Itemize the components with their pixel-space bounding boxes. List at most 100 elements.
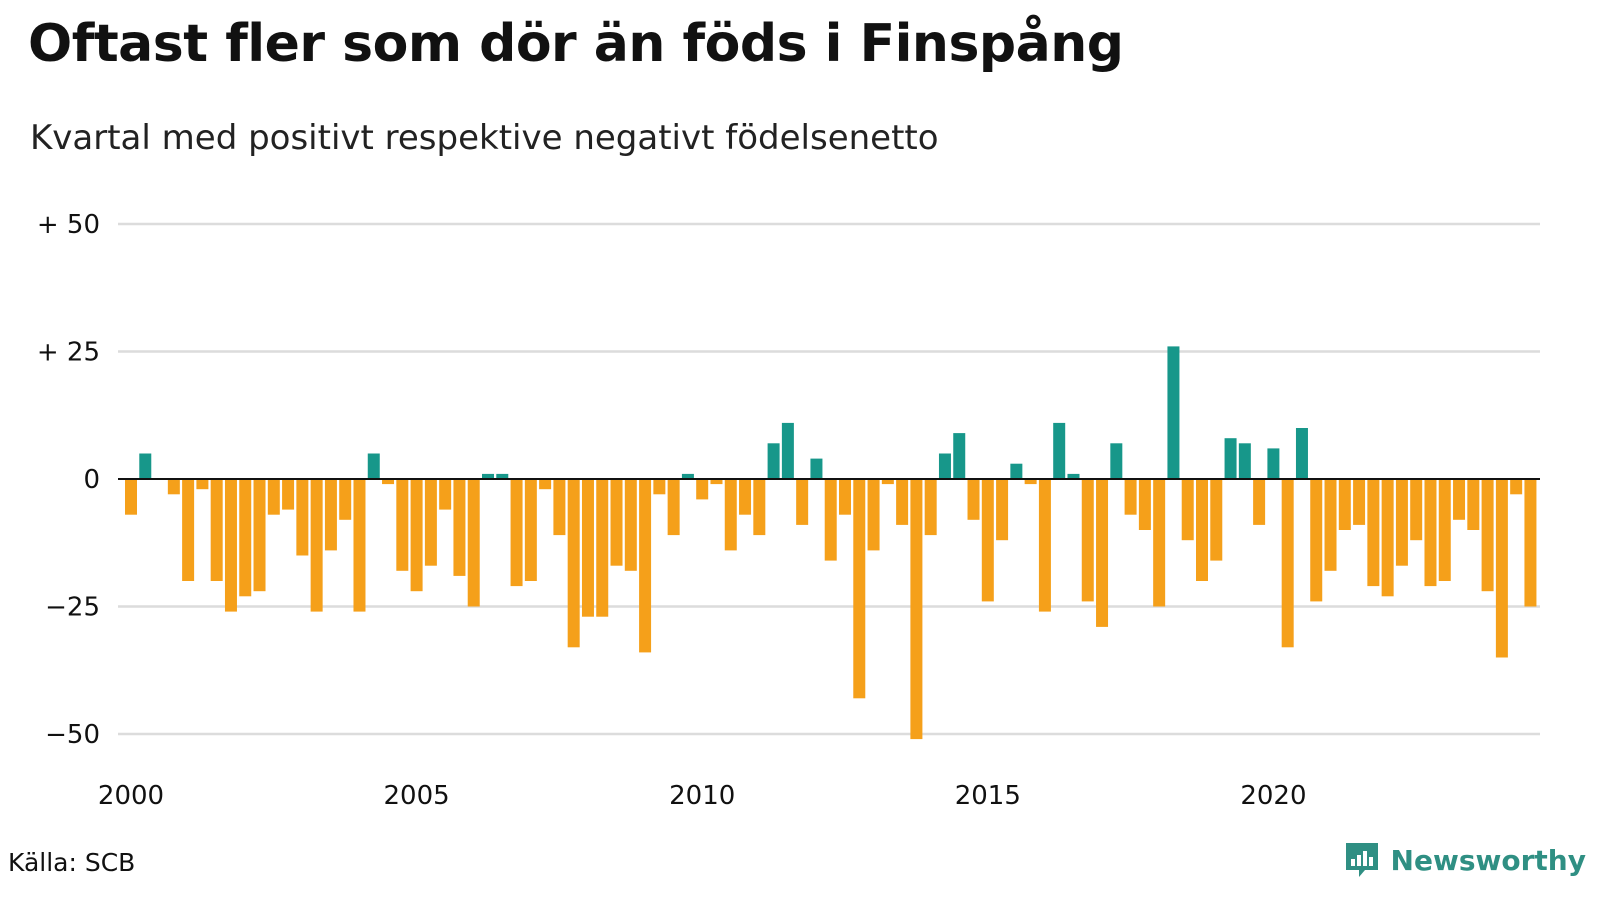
bar — [1124, 479, 1137, 515]
bar — [1410, 479, 1423, 541]
bar — [1424, 479, 1437, 587]
bar — [667, 479, 680, 536]
bar — [367, 453, 380, 479]
bar — [1267, 448, 1280, 479]
bar — [710, 479, 723, 485]
bar — [339, 479, 352, 520]
bar — [1210, 479, 1223, 561]
bar — [1367, 479, 1380, 587]
bar — [753, 479, 766, 536]
bar — [1395, 479, 1408, 566]
bar — [125, 479, 137, 515]
bar — [1467, 479, 1480, 530]
bar — [424, 479, 437, 566]
x-tick-label: 2020 — [1240, 781, 1306, 811]
bar — [510, 479, 523, 587]
bar — [210, 479, 223, 581]
bar — [396, 479, 409, 571]
bar — [610, 479, 623, 566]
bar — [196, 479, 209, 490]
bar — [853, 479, 866, 699]
chart-subtitle: Kvartal med positivt respektive negativt… — [30, 118, 939, 158]
bar — [1338, 479, 1351, 530]
bar — [553, 479, 566, 536]
y-tick-label: 0 — [83, 465, 100, 495]
bar — [267, 479, 280, 515]
bar — [1224, 438, 1237, 479]
bar — [467, 479, 480, 607]
bar — [581, 479, 594, 617]
source-note: Källa: SCB — [8, 848, 136, 877]
bar — [239, 479, 252, 597]
bar — [567, 479, 580, 648]
bar — [981, 479, 994, 602]
bar — [524, 479, 537, 581]
bar — [1453, 479, 1466, 520]
bar — [653, 479, 666, 495]
bar — [1081, 479, 1094, 602]
bar — [253, 479, 266, 592]
bar — [681, 473, 694, 479]
bar — [896, 479, 909, 525]
x-tick-label: 2005 — [384, 781, 450, 811]
bar — [139, 453, 152, 479]
bar — [310, 479, 323, 612]
bar — [624, 479, 637, 571]
bar — [1138, 479, 1151, 530]
chart-title: Oftast fler som dör än föds i Finspång — [28, 14, 1124, 74]
bar — [1281, 479, 1294, 648]
bar — [1096, 479, 1109, 627]
y-tick-label: −25 — [45, 593, 100, 623]
bar — [1110, 443, 1123, 479]
bar — [810, 458, 823, 479]
y-tick-label: + 25 — [37, 338, 100, 368]
bar — [1253, 479, 1266, 525]
y-axis-ticks: + 50 + 25 0 −25 −50 — [37, 210, 100, 750]
bar — [324, 479, 337, 551]
bar — [781, 422, 794, 479]
bar — [296, 479, 309, 556]
brand: Newsworthy — [1343, 840, 1586, 880]
bar — [1495, 479, 1508, 658]
bar — [167, 479, 180, 495]
bar — [839, 479, 851, 515]
x-tick-label: 2015 — [955, 781, 1021, 811]
bar — [1167, 346, 1180, 479]
bar — [881, 479, 894, 485]
bar-chart: + 50 + 25 0 −25 −50 2000 2005 2010 2015 2020 — [37, 210, 1540, 811]
bar — [1510, 479, 1523, 495]
bar — [724, 479, 737, 551]
bar — [767, 443, 780, 479]
bar — [1053, 422, 1066, 479]
bar — [596, 479, 609, 617]
bar — [1181, 479, 1194, 541]
bar — [639, 479, 652, 653]
bar — [453, 479, 466, 576]
bar — [353, 479, 366, 612]
bar — [482, 473, 494, 479]
bar — [996, 479, 1009, 541]
bar — [1381, 479, 1394, 597]
bar — [796, 479, 809, 525]
bar — [924, 479, 937, 536]
x-tick-label: 2000 — [98, 781, 164, 811]
bar — [938, 453, 951, 479]
bar — [1038, 479, 1051, 612]
bar — [824, 479, 837, 561]
bar — [1196, 479, 1208, 581]
bar — [967, 479, 980, 520]
bar — [1310, 479, 1323, 602]
y-tick-label: + 50 — [37, 210, 100, 240]
bar — [182, 479, 195, 581]
bar — [1010, 463, 1023, 479]
bar — [739, 479, 752, 515]
bar — [1481, 479, 1494, 592]
bar — [1295, 428, 1308, 479]
bar — [1353, 479, 1366, 525]
bars — [125, 346, 1537, 740]
bar — [224, 479, 237, 612]
bar — [867, 479, 880, 551]
x-axis-ticks: 2000 2005 2010 2015 2020 — [98, 781, 1307, 811]
bar — [1024, 479, 1037, 485]
bar — [539, 479, 552, 490]
